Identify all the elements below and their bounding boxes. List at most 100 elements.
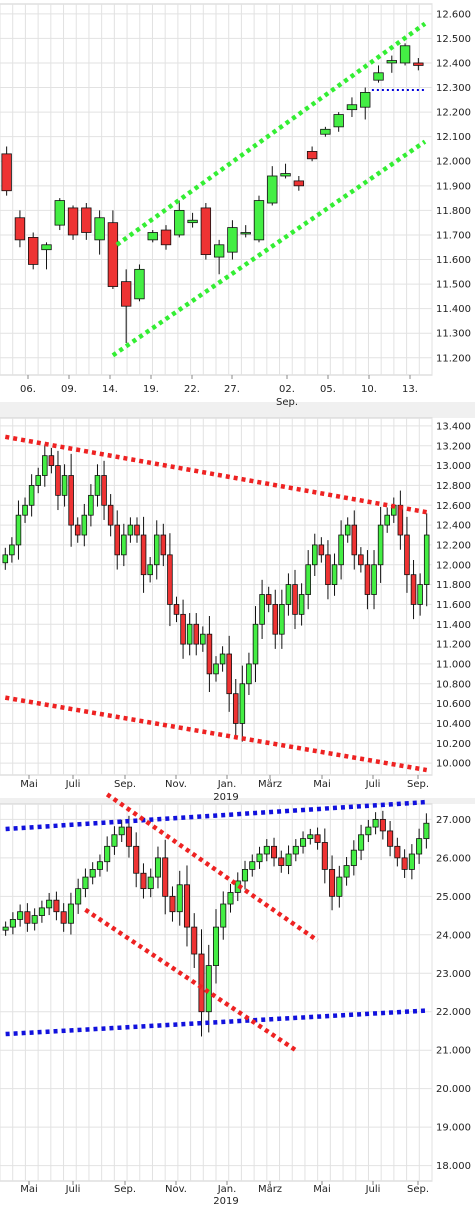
candle-up (300, 838, 307, 847)
y-tick-label: 12.200 (436, 108, 471, 119)
candle-down (68, 475, 74, 526)
candle-up (82, 876, 89, 890)
candle-down (394, 845, 401, 859)
y-tick-label: 13.000 (436, 461, 471, 472)
candle-up (333, 114, 344, 128)
candle-up (147, 876, 154, 890)
y-tick-label: 12.000 (436, 560, 471, 571)
x-tick-label: Sep. (407, 1184, 429, 1195)
x-sublabel: 2019 (213, 1196, 238, 1206)
candle-down (198, 953, 205, 1013)
y-tick-label: 12.600 (436, 9, 471, 20)
candle-up (336, 876, 343, 897)
candle-up (61, 475, 68, 496)
x-tick-label: März (258, 779, 282, 790)
candle-up (305, 564, 311, 595)
y-tick-label: 11.400 (436, 620, 471, 631)
x-tick-label: 05. (320, 384, 336, 395)
candle-down (125, 826, 132, 847)
candle-up (153, 534, 160, 566)
candle-down (413, 62, 424, 66)
candle-up (307, 834, 314, 840)
candle-up (88, 494, 94, 516)
x-tick-label: Sep. (114, 779, 136, 790)
candle-up (186, 623, 193, 645)
candle-down (193, 623, 200, 645)
x-tick-label: 13. (402, 384, 418, 395)
x-tick-label: Mai (20, 779, 38, 790)
candle-down (200, 207, 212, 256)
y-tick-label: 10.800 (436, 679, 471, 690)
candle-up (298, 594, 305, 615)
x-sublabel: 2019 (213, 792, 238, 803)
panel-separator (0, 402, 475, 418)
y-tick-label: 11.200 (436, 640, 471, 651)
candle-up (75, 888, 82, 905)
x-tick-label: 02. (279, 384, 295, 395)
y-tick-label: 11.900 (436, 181, 471, 192)
candle-down (107, 504, 114, 526)
candle-up (104, 845, 111, 863)
x-tick-label: Sep. (114, 1184, 136, 1195)
candle-up (9, 544, 15, 556)
x-tick-label: Juli (365, 1184, 381, 1195)
candle-down (140, 872, 147, 890)
candle-up (28, 485, 35, 506)
x-tick-label: Jan. (217, 1184, 237, 1195)
y-tick-label: 11.200 (436, 353, 471, 364)
x-tick-label: 10. (361, 384, 377, 395)
y-tick-label: 11.800 (436, 206, 471, 217)
candle-down (133, 845, 140, 874)
y-tick-label: 11.700 (436, 230, 471, 241)
candle-up (220, 903, 227, 928)
trend-line (84, 907, 298, 1053)
y-tick-label: 12.400 (436, 58, 471, 69)
y-tick-label: 12.300 (436, 83, 471, 94)
y-tick-label: 19.000 (436, 1123, 471, 1134)
candle-down (1, 153, 12, 192)
y-tick-label: 10.200 (436, 739, 471, 750)
y-tick-label: 13.400 (436, 421, 471, 432)
candle-down (206, 633, 213, 675)
x-tick-label: Jan. (217, 779, 237, 790)
candle-down (325, 554, 331, 585)
candle-up (377, 524, 384, 566)
y-tick-label: 12.200 (436, 540, 471, 551)
candle-up (292, 845, 299, 855)
candle-down (60, 911, 67, 924)
candle-down (404, 534, 410, 576)
x-tick-label: Nov. (165, 1184, 187, 1195)
candle-up (346, 104, 358, 111)
candle-up (338, 534, 344, 566)
candle-up (285, 853, 292, 866)
trend-line (5, 799, 427, 832)
chart-panel-3: 18.000 19.000 20.000 21.000 22.000 23.000 24.0… (0, 792, 471, 1206)
candle-up (386, 60, 397, 64)
candle-down (67, 207, 79, 236)
candle-up (176, 884, 183, 913)
candle-up (343, 865, 350, 878)
candle-up (371, 564, 377, 595)
y-tick-label: 11.600 (436, 255, 471, 266)
y-tick-label: 27.000 (436, 815, 471, 826)
candle-down (107, 222, 119, 287)
candle-down (292, 584, 298, 615)
candle-up (311, 544, 318, 566)
x-tick-label: Juli (65, 779, 81, 790)
chart-panel-2: 10.000 10.200 10.400 10.600 10.800 11.000 11.2… (0, 417, 471, 803)
candle-up (350, 849, 357, 866)
candle-up (279, 604, 285, 635)
y-tick-label: 25.000 (436, 892, 471, 903)
candle-up (22, 504, 28, 516)
x-tick-label: Mai (20, 1184, 38, 1195)
candle-down (14, 217, 26, 241)
candle-up (423, 822, 430, 840)
candle-up (67, 903, 74, 924)
x-tick-label: Mai (313, 1184, 331, 1195)
candle-up (187, 219, 198, 224)
candle-up (417, 584, 423, 605)
y-tick-label: 11.600 (436, 600, 471, 611)
candle-down (81, 207, 92, 233)
candle-down (114, 524, 121, 556)
